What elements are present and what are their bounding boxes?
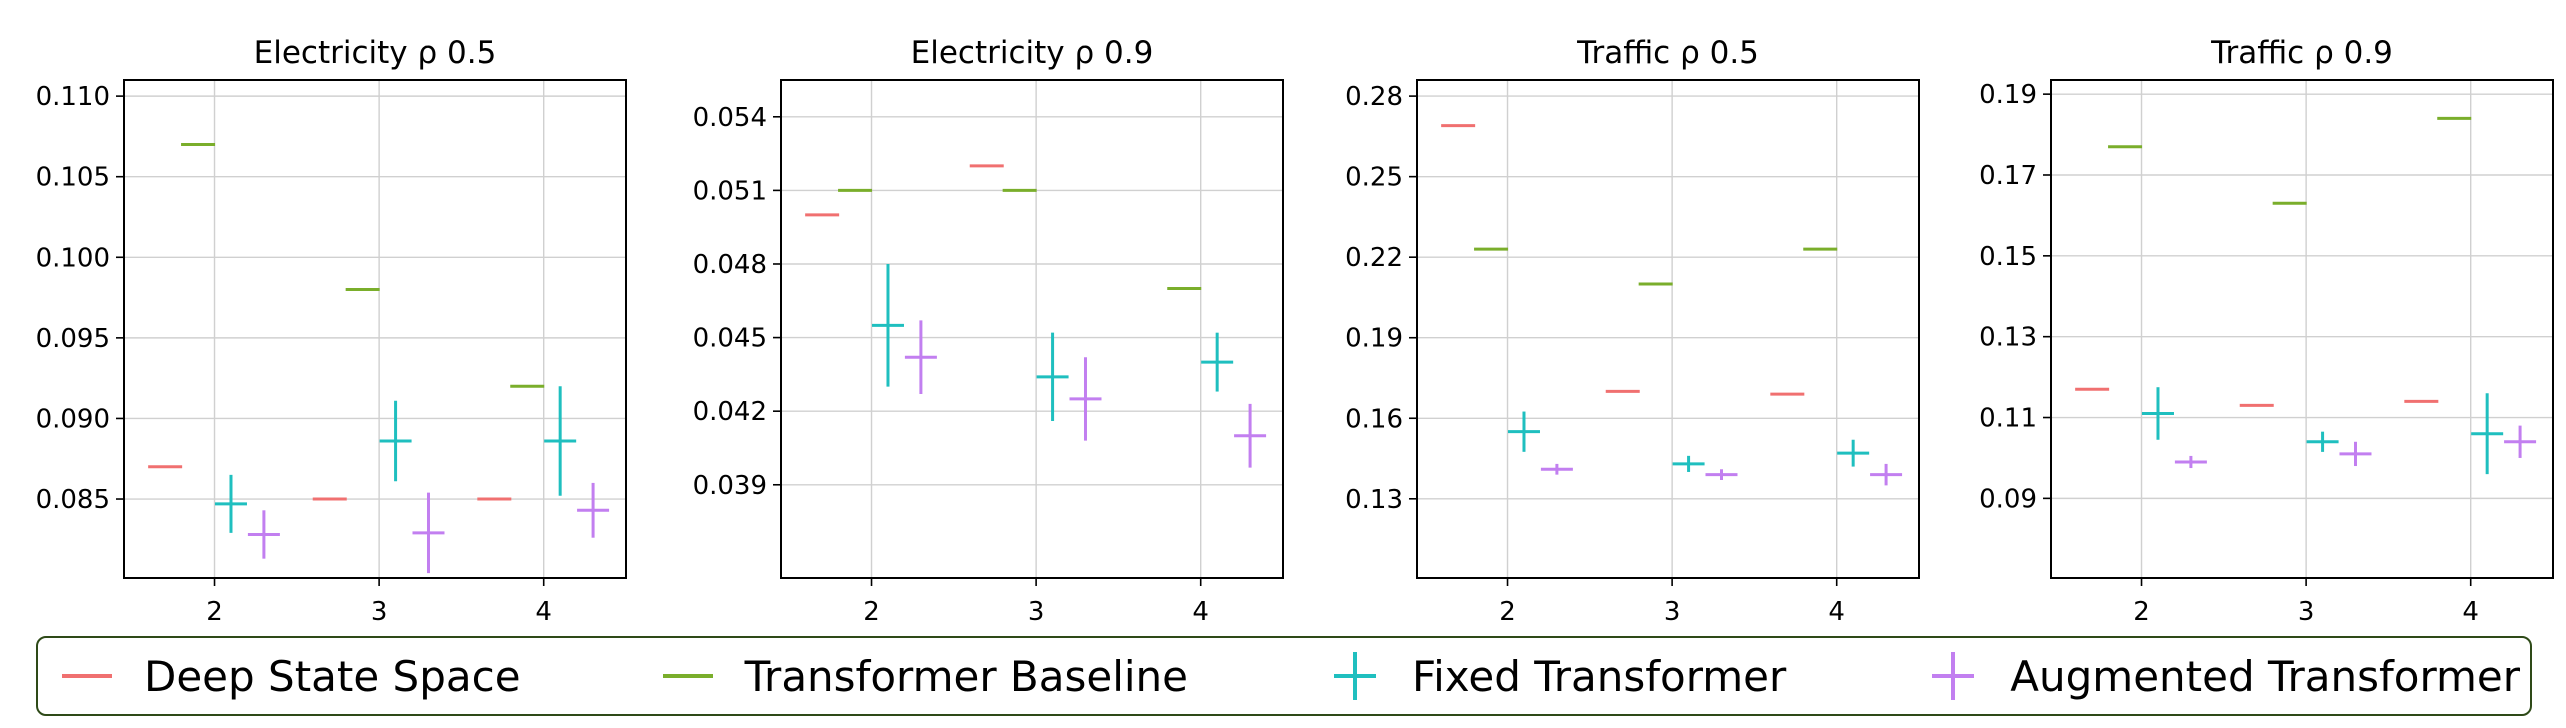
cross-marker-icon xyxy=(1932,652,1975,700)
x-tick-label: 4 xyxy=(1192,597,1209,627)
plot-frame xyxy=(780,79,1284,579)
y-tick-label: 0.095 xyxy=(36,324,110,354)
x-tick-label: 4 xyxy=(2462,597,2479,627)
y-tick-label: 0.100 xyxy=(36,243,110,273)
chart-panel-4: Traffic ρ 0.9 0.19 0.17 0.15 0.13 0.11 0.09 2 3 4 xyxy=(1979,35,2554,627)
y-tick-label: 0.110 xyxy=(36,82,110,112)
legend-item-deep-state-space: Deep State Space xyxy=(52,646,521,706)
y-tick-label: 0.13 xyxy=(1345,485,1403,515)
x-tick-label: 3 xyxy=(2298,597,2315,627)
x-tick-label: 2 xyxy=(2133,597,2150,627)
y-tick-label: 0.11 xyxy=(1979,404,2037,434)
x-tick-label: 3 xyxy=(1028,597,1045,627)
y-tick-label: 0.15 xyxy=(1979,242,2037,272)
y-tick-label: 0.042 xyxy=(693,397,767,427)
y-tick-label: 0.19 xyxy=(1345,324,1403,354)
y-tick-label: 0.13 xyxy=(1979,323,2037,353)
x-tick-label: 3 xyxy=(1664,597,1681,627)
y-tick-label: 0.25 xyxy=(1345,163,1403,193)
panel-title: Electricity ρ 0.5 xyxy=(254,35,497,71)
x-tick-label: 4 xyxy=(535,597,552,627)
y-tick-label: 0.085 xyxy=(36,485,110,515)
y-tick-label: 0.22 xyxy=(1345,243,1403,273)
legend-item-fixed-transformer: Fixed Transformer xyxy=(1320,646,1786,706)
y-tick-label: 0.054 xyxy=(693,103,767,133)
y-tick-label: 0.16 xyxy=(1345,404,1403,434)
y-tick-label: 0.090 xyxy=(36,404,110,434)
x-tick-label: 2 xyxy=(863,597,880,627)
chart-panel-3: Traffic ρ 0.5 0.28 0.25 0.22 0.19 0.16 0.13 2 3 4 xyxy=(1345,35,1920,627)
plot-frame xyxy=(123,79,627,579)
legend-label: Augmented Transformer xyxy=(2010,651,2520,701)
y-tick-label: 0.105 xyxy=(36,163,110,193)
legend-label: Fixed Transformer xyxy=(1412,651,1787,701)
dash-marker-icon xyxy=(662,674,713,678)
y-tick-label: 0.048 xyxy=(693,250,767,280)
y-tick-label: 0.039 xyxy=(693,471,767,501)
chart-panel-2: Electricity ρ 0.9 0.054 0.051 0.048 0.045 0.0… xyxy=(693,35,1284,627)
panel-title: Electricity ρ 0.9 xyxy=(911,35,1154,71)
y-tick-label: 0.19 xyxy=(1979,80,2037,110)
panel-title: Traffic ρ 0.9 xyxy=(2210,35,2393,71)
x-tick-label: 2 xyxy=(1499,597,1516,627)
chart-panel-1: Electricity ρ 0.5 0.110 0.105 0.100 0.095 0.0… xyxy=(36,35,627,627)
plot-frame xyxy=(1416,79,1920,579)
cross-marker-icon xyxy=(1334,652,1377,700)
plot-frame xyxy=(2050,79,2554,579)
y-tick-label: 0.28 xyxy=(1345,82,1403,112)
y-tick-label: 0.045 xyxy=(693,324,767,354)
y-tick-label: 0.051 xyxy=(693,176,767,206)
y-tick-label: 0.09 xyxy=(1979,484,2037,514)
dash-marker-icon xyxy=(62,674,112,678)
legend-item-transformer-baseline: Transformer Baseline xyxy=(653,646,1188,706)
x-tick-label: 4 xyxy=(1828,597,1845,627)
y-tick-label: 0.17 xyxy=(1979,161,2037,191)
panel-title: Traffic ρ 0.5 xyxy=(1576,35,1759,71)
x-tick-label: 2 xyxy=(206,597,223,627)
legend-label: Deep State Space xyxy=(144,651,521,701)
legend-item-augmented-transformer: Augmented Transformer xyxy=(1918,646,2520,706)
legend-label: Transformer Baseline xyxy=(744,651,1189,701)
legend: Deep State Space Transformer Baseline Fi… xyxy=(36,636,2532,716)
x-tick-label: 3 xyxy=(371,597,388,627)
